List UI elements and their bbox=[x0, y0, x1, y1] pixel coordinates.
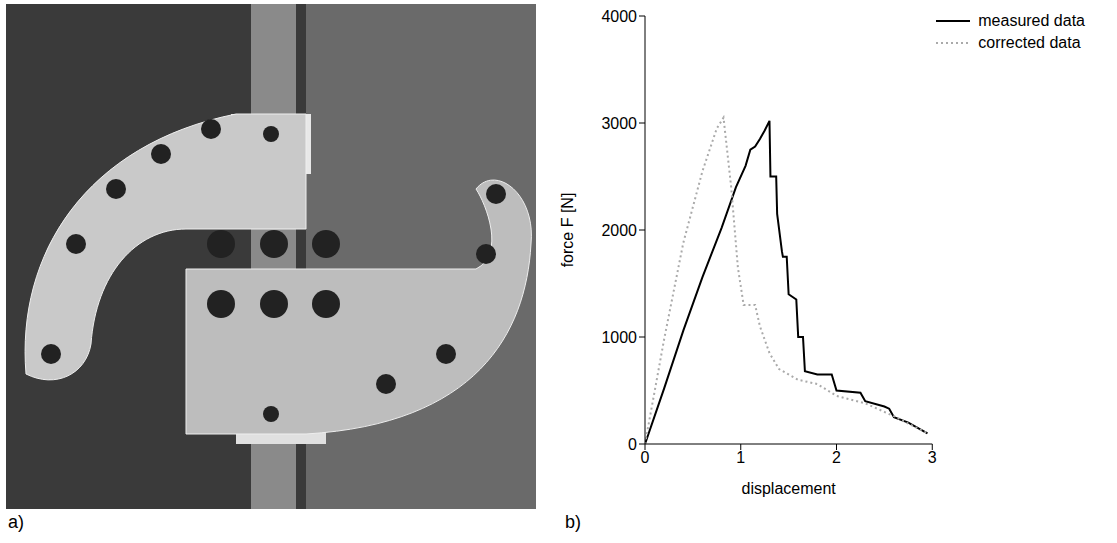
svg-text:0: 0 bbox=[628, 436, 637, 453]
svg-text:displacement: displacement bbox=[741, 480, 836, 497]
html-text:a): a) bbox=[8, 512, 24, 532]
svg-text:4000: 4000 bbox=[601, 8, 637, 25]
svg-text:2: 2 bbox=[832, 449, 841, 466]
html-text:corrected data: corrected data bbox=[978, 34, 1081, 51]
html-text:measured data: measured data bbox=[978, 12, 1085, 29]
svg-text:0: 0 bbox=[641, 449, 650, 466]
html-text:b): b) bbox=[565, 512, 581, 532]
svg-text:3: 3 bbox=[928, 449, 937, 466]
svg-text:1000: 1000 bbox=[601, 329, 637, 346]
svg-text:force F [N]: force F [N] bbox=[559, 193, 576, 268]
svg-text:2000: 2000 bbox=[601, 222, 637, 239]
svg-text:1: 1 bbox=[736, 449, 745, 466]
svg-text:3000: 3000 bbox=[601, 115, 637, 132]
